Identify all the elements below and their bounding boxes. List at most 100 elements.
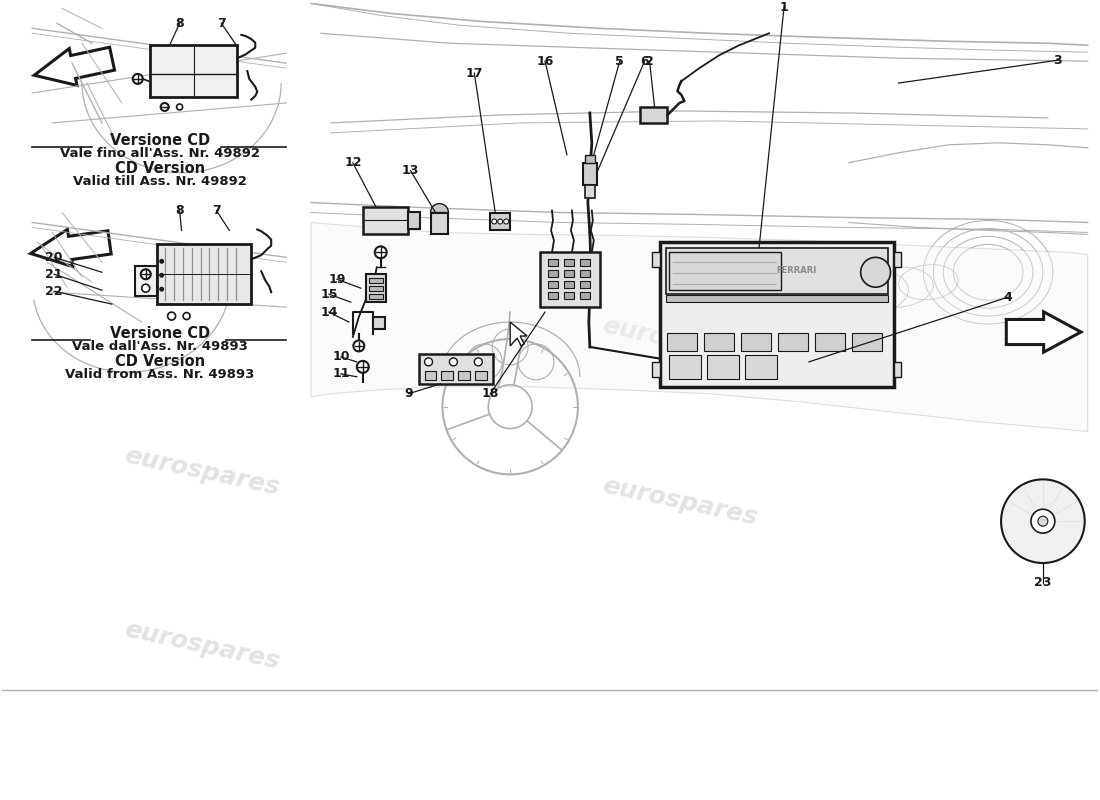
Bar bbox=[704, 333, 734, 351]
Polygon shape bbox=[510, 322, 527, 346]
Text: 21: 21 bbox=[45, 268, 63, 281]
Circle shape bbox=[167, 312, 176, 320]
Bar bbox=[666, 248, 888, 294]
Text: eurospares: eurospares bbox=[600, 314, 759, 370]
Polygon shape bbox=[1006, 312, 1081, 352]
Bar bbox=[580, 259, 590, 266]
Bar bbox=[651, 362, 660, 377]
Bar bbox=[441, 371, 453, 380]
Text: CD Version: CD Version bbox=[114, 161, 205, 176]
Bar bbox=[707, 355, 739, 379]
Text: 23: 23 bbox=[1034, 577, 1052, 590]
Bar bbox=[548, 292, 558, 299]
Bar bbox=[580, 292, 590, 299]
Text: eurospares: eurospares bbox=[122, 443, 282, 499]
Bar bbox=[668, 333, 697, 351]
Text: 10: 10 bbox=[332, 350, 350, 363]
Text: CD Version: CD Version bbox=[114, 354, 205, 369]
Bar bbox=[408, 211, 419, 230]
Bar bbox=[564, 270, 574, 278]
Bar bbox=[639, 107, 668, 123]
Circle shape bbox=[1038, 516, 1048, 526]
Text: FERRARI: FERRARI bbox=[776, 266, 816, 274]
Bar bbox=[745, 355, 777, 379]
Text: 9: 9 bbox=[405, 387, 412, 400]
Bar bbox=[815, 333, 845, 351]
Text: 12: 12 bbox=[344, 156, 362, 170]
Text: 1: 1 bbox=[780, 1, 789, 14]
Text: 7: 7 bbox=[212, 204, 221, 217]
Bar bbox=[851, 333, 881, 351]
Bar bbox=[150, 46, 238, 97]
Text: 17: 17 bbox=[465, 66, 483, 80]
Text: 3: 3 bbox=[1054, 54, 1063, 66]
Bar bbox=[419, 354, 493, 384]
Bar bbox=[564, 292, 574, 299]
Circle shape bbox=[504, 219, 508, 224]
Bar bbox=[670, 252, 781, 290]
Bar bbox=[459, 371, 471, 380]
Text: 2: 2 bbox=[646, 54, 653, 68]
Text: Vale fino all'Ass. Nr. 49892: Vale fino all'Ass. Nr. 49892 bbox=[59, 147, 260, 160]
Bar bbox=[893, 252, 902, 267]
Bar bbox=[548, 282, 558, 288]
Bar bbox=[585, 154, 595, 162]
Polygon shape bbox=[31, 230, 111, 266]
Text: eurospares: eurospares bbox=[600, 473, 759, 530]
Text: 13: 13 bbox=[402, 164, 419, 178]
Text: 20: 20 bbox=[45, 251, 63, 264]
Bar bbox=[651, 252, 660, 267]
Circle shape bbox=[142, 284, 150, 292]
Bar bbox=[660, 242, 893, 386]
Text: eurospares: eurospares bbox=[122, 618, 282, 674]
Text: Valid from Ass. Nr. 49893: Valid from Ass. Nr. 49893 bbox=[65, 368, 254, 381]
Bar bbox=[666, 295, 888, 302]
Circle shape bbox=[160, 259, 164, 264]
Circle shape bbox=[450, 358, 458, 366]
Text: 16: 16 bbox=[537, 54, 553, 68]
Circle shape bbox=[183, 313, 190, 319]
Text: 11: 11 bbox=[332, 367, 350, 380]
Bar bbox=[368, 278, 383, 283]
Bar bbox=[741, 333, 771, 351]
Bar bbox=[583, 162, 597, 185]
Bar bbox=[368, 294, 383, 299]
Bar bbox=[540, 252, 600, 307]
Bar bbox=[585, 185, 595, 198]
Text: 19: 19 bbox=[328, 273, 345, 286]
Circle shape bbox=[177, 104, 183, 110]
Bar bbox=[670, 355, 702, 379]
Circle shape bbox=[860, 258, 891, 287]
Text: 18: 18 bbox=[482, 387, 499, 400]
Circle shape bbox=[425, 358, 432, 366]
Circle shape bbox=[141, 270, 151, 279]
Polygon shape bbox=[34, 47, 114, 86]
Text: 22: 22 bbox=[45, 285, 63, 298]
Bar bbox=[368, 286, 383, 291]
Text: 8: 8 bbox=[175, 17, 184, 30]
Text: Versione CD: Versione CD bbox=[110, 326, 210, 341]
Text: 5: 5 bbox=[615, 54, 624, 68]
Text: 8: 8 bbox=[175, 204, 184, 217]
Text: Vale dall'Ass. Nr. 49893: Vale dall'Ass. Nr. 49893 bbox=[72, 340, 248, 353]
Circle shape bbox=[474, 358, 482, 366]
Bar bbox=[548, 270, 558, 278]
Bar bbox=[564, 282, 574, 288]
Bar bbox=[373, 317, 385, 329]
Bar bbox=[425, 371, 437, 380]
Text: 14: 14 bbox=[320, 306, 338, 318]
Bar bbox=[135, 266, 156, 296]
Circle shape bbox=[1031, 510, 1055, 533]
Circle shape bbox=[133, 74, 143, 84]
Circle shape bbox=[356, 361, 369, 373]
Circle shape bbox=[161, 103, 168, 111]
Text: 6: 6 bbox=[640, 54, 649, 68]
Bar bbox=[564, 259, 574, 266]
Circle shape bbox=[160, 273, 164, 278]
Bar bbox=[363, 206, 408, 234]
Text: 4: 4 bbox=[1003, 290, 1012, 304]
Circle shape bbox=[1001, 479, 1085, 563]
Bar bbox=[475, 371, 487, 380]
Bar bbox=[778, 333, 807, 351]
Bar bbox=[580, 270, 590, 278]
